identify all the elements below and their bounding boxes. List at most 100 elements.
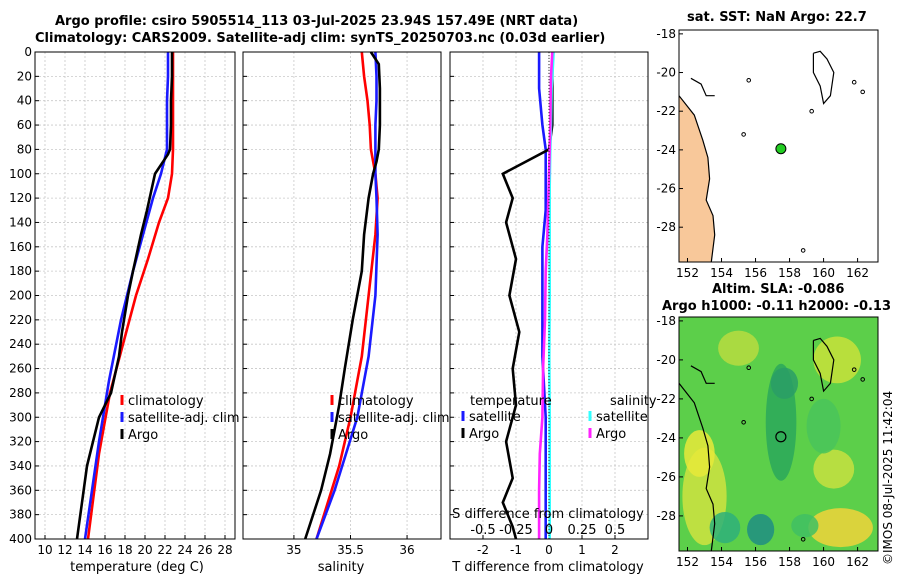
differences-xtick-label: 1 (578, 543, 586, 557)
island-marker (860, 377, 865, 382)
sst-map-xtick-label: 154 (710, 266, 733, 280)
sdiff-tick-label: 0.5 (605, 523, 626, 538)
temperature-xtick-label: 20 (137, 543, 152, 557)
island-marker (860, 89, 865, 95)
island-marker (741, 132, 746, 137)
temperature-series-argo (75, 52, 174, 540)
temperature-xtick-label: 14 (77, 543, 92, 557)
sla-map-xtick-label: 152 (676, 555, 699, 569)
sst-map-xtick-label: 162 (846, 266, 869, 280)
sla-map-title-line1: Altim. SLA: -0.086 (712, 282, 845, 297)
sla-field-patch (709, 511, 741, 544)
depth-tick-label: 80 (17, 142, 32, 156)
temperature-xtick-label: 10 (37, 543, 52, 557)
figure-title-line2: Climatology: CARS2009. Satellite-adj cli… (35, 31, 606, 46)
temperature-series-satellite-adj-clim (83, 52, 170, 540)
sst-map-xtick-label: 156 (744, 266, 767, 280)
sst-map-map-area (679, 50, 865, 262)
salinity-legend-label: satellite-adj. clim (338, 411, 450, 426)
temperature-xtick-label: 18 (117, 543, 132, 557)
diff-legend-label: satellite (596, 410, 648, 425)
tdiff-xlabel: T difference from climatology (451, 560, 644, 575)
temperature-xtick-label: 28 (217, 543, 232, 557)
depth-tick-label: 220 (9, 313, 32, 327)
depth-tick-label: 260 (9, 362, 32, 376)
depth-tick-label: 60 (17, 118, 32, 132)
diff-legend-title-temperature: temperature (470, 394, 552, 409)
sla-map-ytick-label: -28 (656, 509, 676, 523)
salinity-xtick-label: 35 (286, 543, 301, 557)
temperature-xtick-label: 16 (97, 543, 112, 557)
temperature-xtick-label: 12 (57, 543, 72, 557)
depth-tick-label: 120 (9, 191, 32, 205)
figure-title-line1: Argo profile: csiro 5905514_113 03-Jul-2… (55, 14, 579, 29)
sst-map-ytick-label: -18 (656, 27, 676, 41)
diff-legend-label: Argo (596, 427, 626, 442)
australia-land (679, 95, 715, 262)
sla-map-xtick-label: 156 (744, 555, 767, 569)
depth-tick-label: 280 (9, 386, 32, 400)
sla-map-title-line2: Argo h1000: -0.11 h2000: -0.13 (662, 299, 892, 314)
sst-map-ytick-label: -28 (656, 220, 676, 234)
sla-field-patch (808, 508, 873, 548)
island-marker (800, 248, 806, 253)
reef-outline (690, 77, 715, 97)
temperature-xtick-label: 24 (177, 543, 192, 557)
sla-field-patch (684, 430, 715, 477)
depth-tick-label: 300 (9, 410, 32, 424)
sst-map-frame (678, 29, 879, 263)
sla-map-argo-marker (775, 431, 787, 443)
depth-tick-label: 180 (9, 264, 32, 278)
salinity-series-argo (303, 51, 382, 540)
diff-legend-title-salinity: salinity (610, 394, 657, 409)
island-marker (746, 365, 752, 371)
sdiff-tick-label: -0.25 (499, 523, 533, 538)
island-marker (809, 108, 814, 114)
sla-field-patch (747, 513, 775, 546)
sla-field-patch (770, 367, 799, 399)
temperature-xtick-label: 22 (157, 543, 172, 557)
salinity-frame (242, 51, 442, 540)
sdiff-tick-label: 0.25 (568, 523, 597, 538)
diff-legend-label: satellite (469, 410, 521, 425)
differences-xtick-label: -2 (477, 543, 489, 557)
sst-map-xtick-label: 158 (778, 266, 801, 280)
sdiff-tick-label: -0.5 (470, 523, 495, 538)
sla-field-patch (791, 513, 819, 538)
depth-tick-label: 20 (17, 69, 32, 83)
temperature-legend-label: climatology (128, 394, 204, 409)
depth-tick-label: 160 (9, 240, 32, 254)
salinity-xtick-label: 35.5 (337, 543, 364, 557)
depth-tick-label: 0 (24, 45, 32, 59)
sla-field-patch (718, 330, 759, 366)
differences-xtick-label: 0 (545, 543, 553, 557)
depth-tick-label: 360 (9, 483, 32, 497)
sla-map-xtick-label: 160 (812, 555, 835, 569)
depth-tick-label: 400 (9, 532, 32, 546)
depth-tick-label: 40 (17, 94, 32, 108)
sst-map-ytick-label: -20 (656, 66, 676, 80)
salinity-legend-label: climatology (338, 394, 414, 409)
differences-series-s-argo (537, 51, 554, 539)
island-marker (746, 77, 752, 83)
depth-tick-label: 340 (9, 459, 32, 473)
sdiff-xlabel: S difference from climatology (452, 507, 644, 522)
sla-map-xtick-label: 154 (710, 555, 733, 569)
coastline (679, 382, 716, 551)
diff-legend-label: Argo (469, 427, 499, 442)
depth-tick-label: 140 (9, 215, 32, 229)
chesterfield-reef (812, 50, 835, 105)
depth-tick-label: 100 (9, 167, 32, 181)
sla-map-ytick-label: -22 (656, 392, 676, 406)
differences-series-t-satellite (537, 52, 548, 539)
salinity-xtick-label: 36 (399, 543, 414, 557)
reef-outline (690, 365, 715, 384)
sst-map-xtick-label: 160 (812, 266, 835, 280)
sst-map-ytick-label: -22 (656, 104, 676, 118)
sdiff-tick-label: 0 (545, 523, 553, 538)
sst-map-ytick-label: -26 (656, 182, 676, 196)
sla-map-ytick-label: -26 (656, 470, 676, 484)
sla-map-xtick-label: 162 (846, 555, 869, 569)
sla-map-frame (678, 316, 879, 552)
